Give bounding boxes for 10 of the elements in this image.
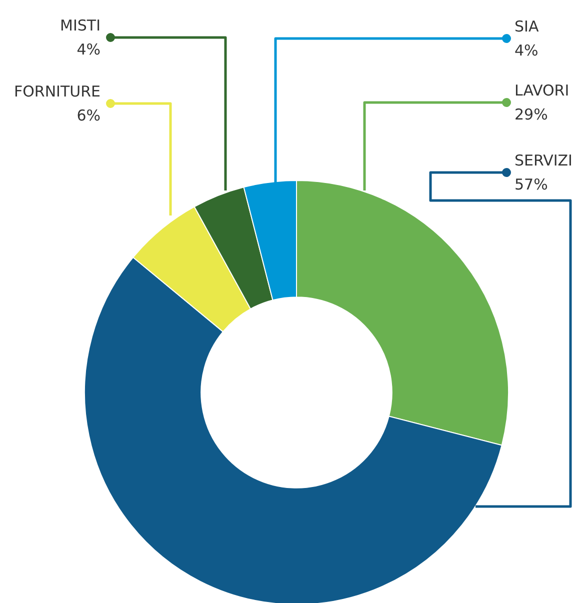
slice-label: FORNITURE	[14, 82, 101, 100]
data-label: 4%	[76, 40, 100, 58]
data-label: 6%	[76, 106, 100, 124]
slice-label: MISTI	[60, 16, 101, 34]
data-label: 29%	[514, 106, 548, 124]
slice-label: SERVIZI	[514, 152, 572, 170]
data-label: 4%	[514, 42, 538, 60]
slice-label: LAVORI	[514, 82, 570, 100]
slice-label: SIA	[514, 18, 540, 36]
data-label: 57%	[514, 176, 548, 194]
